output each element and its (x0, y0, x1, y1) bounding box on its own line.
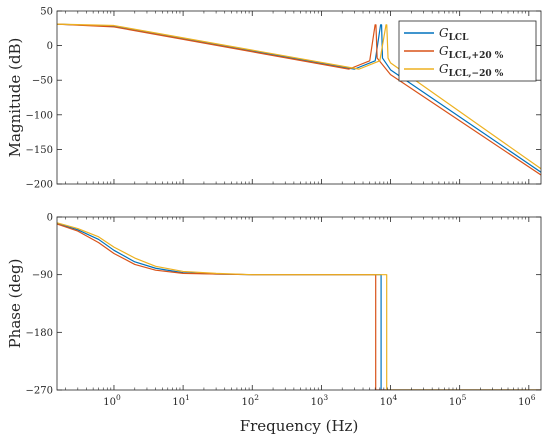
magnitude-ytick-label: −100 (26, 110, 53, 121)
xtick-label: 100 (103, 393, 121, 408)
xtick-label: 101 (172, 393, 190, 408)
phase-series-1-line (57, 223, 541, 390)
magnitude-ytick-label: 0 (47, 41, 53, 52)
phase-series-0-line (57, 222, 541, 390)
phase-ytick-label: −90 (32, 270, 53, 281)
magnitude-ylabel: Magnitude (dB) (6, 38, 24, 158)
magnitude-ytick-label: 50 (40, 7, 53, 18)
xtick-label: 103 (311, 393, 329, 408)
magnitude-series-2-line (57, 23, 541, 170)
magnitude-axes-frame (56, 10, 542, 185)
magnitude-ytick-label: −150 (26, 145, 53, 156)
magnitude-series-group (57, 23, 541, 176)
axes-layer: 50 0 −50 −100 −150 −200 Magnitude (dB) 0 −90 −180… (6, 7, 542, 435)
xtick-label: 105 (449, 393, 467, 408)
phase-axes-frame (56, 216, 542, 391)
magnitude-ytick-label: −200 (26, 180, 53, 191)
phase-ytick-label: 0 (47, 213, 53, 224)
phase-ytick-label: −180 (26, 328, 53, 339)
x-axis-label: Frequency (Hz) (240, 417, 359, 435)
phase-series-group (57, 222, 541, 390)
xtick-label: 104 (380, 393, 398, 408)
legend-entry-0: GLCL (439, 26, 469, 43)
magnitude-series-0-line (57, 23, 541, 173)
xtick-label: 102 (241, 393, 259, 408)
magnitude-series-1-line (57, 23, 541, 176)
phase-series-2-line (57, 222, 541, 390)
legend-entry-1: GLCL,+20 % (439, 44, 504, 61)
xtick-label: 106 (518, 393, 536, 408)
magnitude-ytick-label: −50 (32, 76, 53, 87)
phase-ylabel: Phase (deg) (6, 259, 24, 349)
legend-entry-2: GLCL,−20 % (439, 62, 504, 79)
phase-ytick-label: −270 (26, 386, 53, 397)
